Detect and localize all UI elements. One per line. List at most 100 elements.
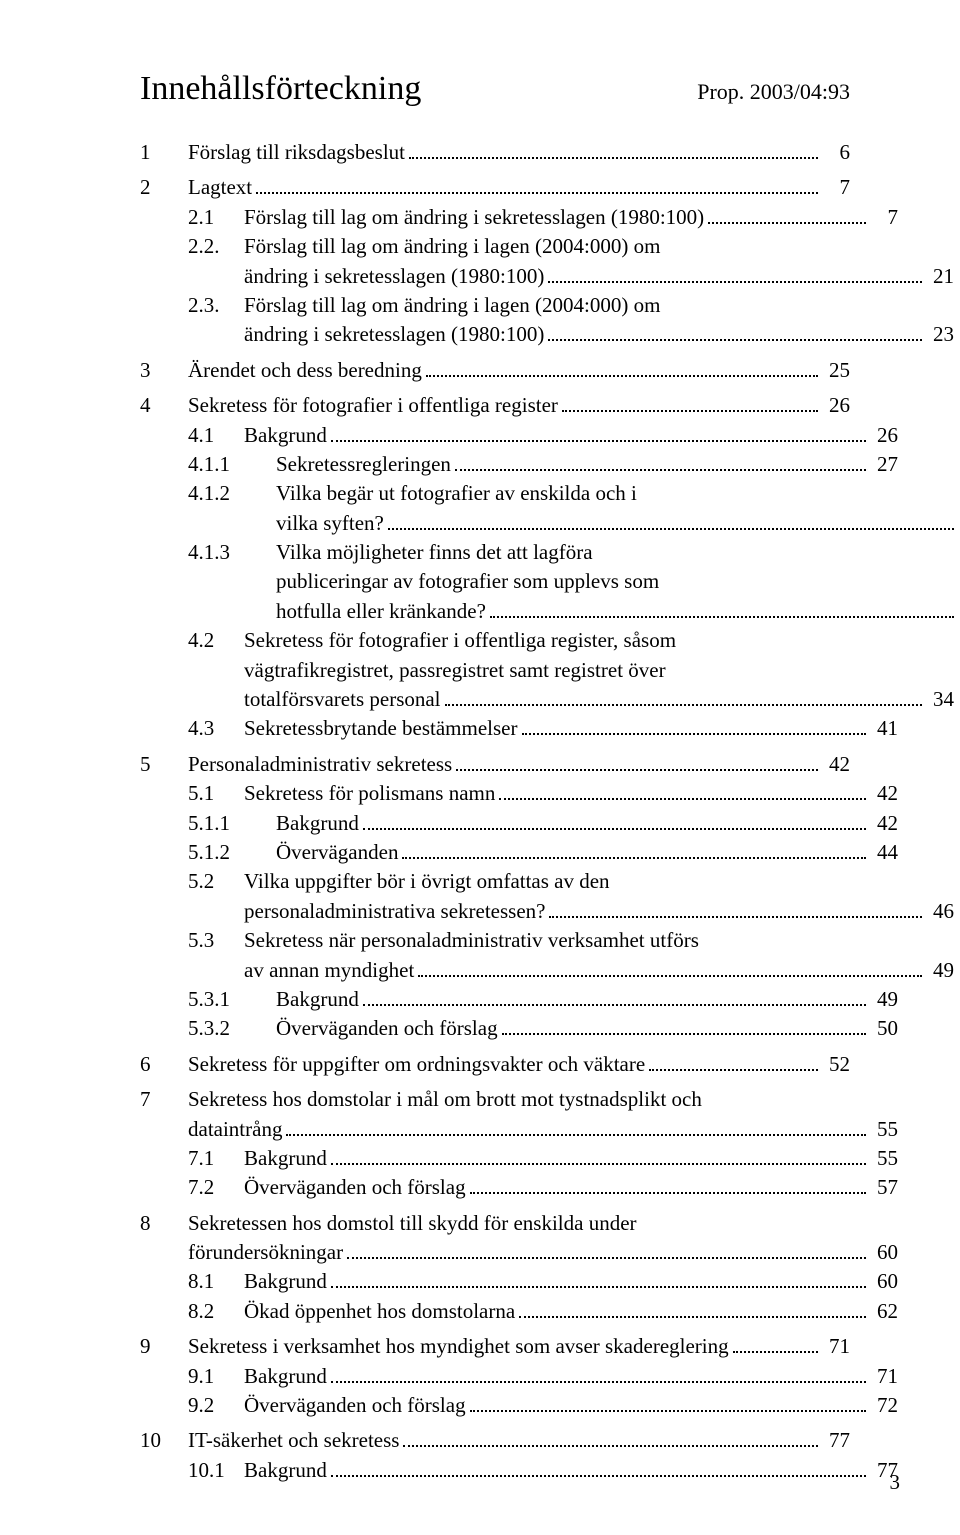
toc-text: Överväganden och förslag (244, 1391, 466, 1420)
toc-number: 3 (140, 356, 188, 385)
toc-entry: totalförsvarets personal 34 (140, 685, 954, 714)
toc-number: 7.1 (188, 1144, 244, 1173)
toc-text: hotfulla eller kränkande? (276, 597, 486, 626)
toc-text: Vilka uppgifter bör i övrigt omfattas av… (244, 867, 610, 896)
toc-text: Sekretessen hos domstol till skydd för e… (188, 1209, 637, 1238)
toc-number: 4.3 (188, 714, 244, 743)
toc-page: 49 (870, 985, 898, 1014)
toc-text: Förslag till riksdagsbeslut (188, 138, 405, 167)
toc-page: 44 (870, 838, 898, 867)
toc-number: 8.2 (188, 1297, 244, 1326)
toc-page: 26 (870, 421, 898, 450)
toc-leader-dots (455, 452, 866, 471)
toc-page: 6 (822, 138, 850, 167)
toc-entry: förundersökningar 60 (140, 1238, 898, 1267)
table-of-contents: 1Förslag till riksdagsbeslut62Lagtext72.… (140, 138, 850, 1485)
toc-page: 27 (870, 450, 898, 479)
toc-number: 1 (140, 138, 188, 167)
toc-entry: 5Personaladministrativ sekretess42 (140, 750, 850, 779)
toc-text: Bakgrund (244, 1144, 327, 1173)
toc-entry: 9.2Överväganden och förslag 72 (140, 1391, 898, 1420)
toc-number: 5.3.1 (188, 985, 276, 1014)
toc-page: 7 (822, 173, 850, 202)
toc-page: 50 (870, 1014, 898, 1043)
toc-text: Vilka begär ut fotografier av enskilda o… (276, 479, 637, 508)
toc-entry: vägtrafikregistret, passregistret samt r… (140, 656, 954, 685)
toc-leader-dots (418, 958, 922, 977)
toc-page: 34 (926, 685, 954, 714)
toc-entry: publiceringar av fotografier som upplevs… (140, 567, 960, 596)
header: Innehållsförteckning Prop. 2003/04:93 (140, 70, 850, 108)
toc-entry: 2.3.Förslag till lag om ändring i lagen … (140, 291, 898, 320)
toc-entry: ändring i sekretesslagen (1980:100)21 (140, 262, 954, 291)
toc-page: 72 (870, 1391, 898, 1420)
toc-text: Ärendet och dess beredning (188, 356, 422, 385)
toc-number: 5.2 (188, 867, 244, 896)
toc-leader-dots (456, 752, 818, 771)
toc-entry: 9.1Bakgrund71 (140, 1362, 898, 1391)
toc-entry: 4.1.3Vilka möjligheter finns det att lag… (140, 538, 898, 567)
toc-leader-dots (649, 1052, 818, 1071)
toc-number: 8.1 (188, 1267, 244, 1296)
toc-text: Sekretess när personaladministrativ verk… (244, 926, 699, 955)
toc-leader-dots (445, 687, 922, 706)
toc-entry: 2.1Förslag till lag om ändring i sekrete… (140, 203, 898, 232)
toc-page: 41 (870, 714, 898, 743)
toc-entry: 4.1Bakgrund26 (140, 421, 898, 450)
toc-leader-dots (502, 1017, 866, 1036)
toc-leader-dots (403, 1429, 818, 1448)
toc-entry: 5.1.1Bakgrund42 (140, 809, 898, 838)
toc-entry: 10IT-säkerhet och sekretess77 (140, 1426, 850, 1455)
toc-number: 7.2 (188, 1173, 244, 1202)
toc-leader-dots (331, 1458, 866, 1477)
toc-leader-dots (331, 1270, 866, 1289)
toc-leader-dots (363, 811, 866, 830)
toc-leader-dots (426, 358, 818, 377)
toc-page: 7 (870, 203, 898, 232)
toc-page: 52 (822, 1050, 850, 1079)
toc-text: Bakgrund (276, 985, 359, 1014)
toc-leader-dots (548, 264, 922, 283)
toc-entry: av annan myndighet49 (140, 956, 954, 985)
toc-number: 8 (140, 1209, 188, 1238)
toc-entry: 6Sekretess för uppgifter om ordningsvakt… (140, 1050, 850, 1079)
toc-page: 60 (870, 1238, 898, 1267)
toc-leader-dots (470, 1393, 866, 1412)
toc-text: Bakgrund (244, 421, 327, 450)
toc-text: totalförsvarets personal (244, 685, 441, 714)
toc-text: IT-säkerhet och sekretess (188, 1426, 399, 1455)
toc-text: Överväganden och förslag (276, 1014, 498, 1043)
toc-page: 60 (870, 1267, 898, 1296)
toc-leader-dots (409, 140, 818, 159)
toc-entry: 5.3.1Bakgrund 49 (140, 985, 898, 1014)
toc-number: 9.2 (188, 1391, 244, 1420)
toc-leader-dots (499, 781, 866, 800)
toc-number: 7 (140, 1085, 188, 1114)
toc-text: förundersökningar (188, 1238, 343, 1267)
toc-text: Vilka möjligheter finns det att lagföra (276, 538, 593, 567)
toc-text: publiceringar av fotografier som upplevs… (276, 567, 659, 596)
toc-text: Bakgrund (276, 809, 359, 838)
toc-leader-dots (402, 840, 866, 859)
toc-text: Överväganden (276, 838, 398, 867)
toc-page: 55 (870, 1115, 898, 1144)
toc-entry: 2Lagtext7 (140, 173, 850, 202)
toc-text: Lagtext (188, 173, 252, 202)
toc-number: 4.1.3 (188, 538, 276, 567)
toc-leader-dots (549, 899, 922, 918)
toc-number: 5.1.2 (188, 838, 276, 867)
toc-entry: 5.3.2Överväganden och förslag50 (140, 1014, 898, 1043)
toc-leader-dots (519, 1299, 866, 1318)
toc-leader-dots (562, 393, 818, 412)
toc-number: 6 (140, 1050, 188, 1079)
toc-leader-dots (733, 1334, 818, 1353)
toc-entry: 4.3Sekretessbrytande bestämmelser41 (140, 714, 898, 743)
toc-entry: 7.2Överväganden och förslag57 (140, 1173, 898, 1202)
toc-number: 5 (140, 750, 188, 779)
toc-page: 71 (870, 1362, 898, 1391)
toc-text: Förslag till lag om ändring i lagen (200… (244, 291, 660, 320)
toc-leader-dots (363, 987, 866, 1006)
toc-text: Förslag till lag om ändring i sekretessl… (244, 203, 704, 232)
toc-text: ändring i sekretesslagen (1980:100) (244, 262, 544, 291)
toc-entry: 5.1Sekretess för polismans namn42 (140, 779, 898, 808)
